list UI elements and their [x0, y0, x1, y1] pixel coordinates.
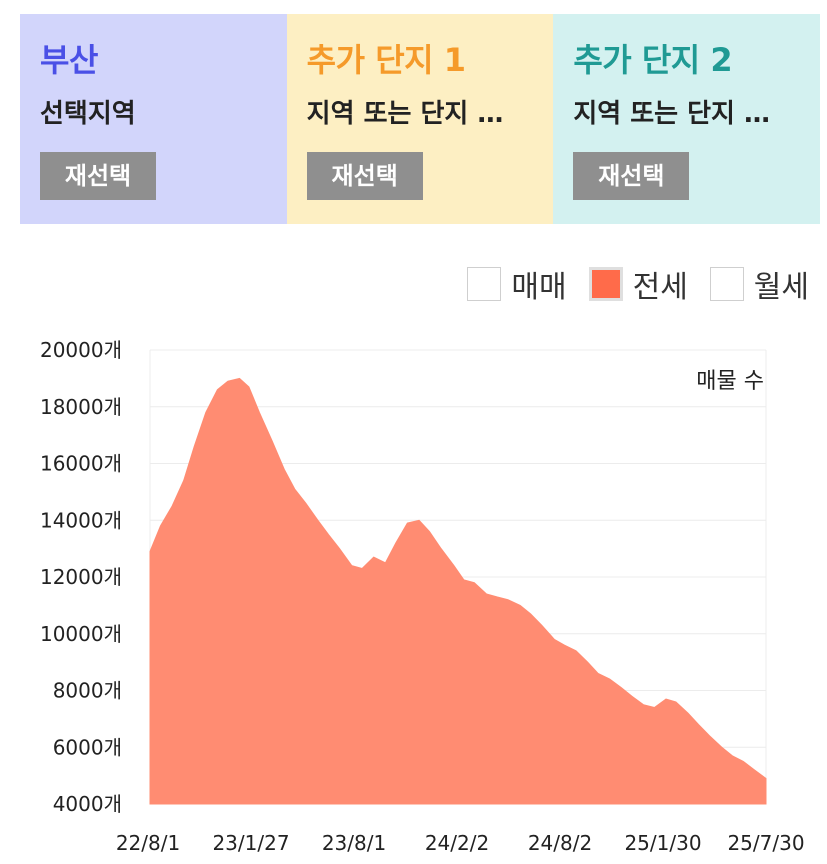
x-tick-label: 24/8/2	[528, 831, 592, 855]
chart-legend: 매매 전세 월세	[445, 262, 809, 306]
legend-label: 전세	[632, 270, 688, 305]
y-tick-label: 12000개	[40, 565, 122, 589]
jeonse-area-series	[149, 377, 767, 805]
y-axis: 4000개 6000개 8000개 10000개 12000개 14000개 16000개 1…	[40, 338, 122, 816]
x-tick-label: 22/8/1	[116, 831, 180, 855]
x-tick-label: 25/1/30	[624, 831, 701, 855]
card-extra-complex-2: 추가 단지 2 지역 또는 단지 … 재선택	[553, 14, 821, 224]
y-tick-label: 8000개	[53, 679, 122, 703]
legend-item-monthly[interactable]: 월세	[709, 262, 809, 306]
reselect-button[interactable]: 재선택	[306, 152, 423, 200]
legend-label: 매매	[511, 270, 567, 305]
reselect-button[interactable]: 재선택	[40, 152, 156, 200]
card-subtitle: 지역 또는 단지 …	[306, 99, 504, 129]
card-region: 부산 선택지역 재선택	[20, 14, 287, 224]
legend-checkbox[interactable]	[588, 267, 623, 301]
legend-item-jeonse[interactable]: 전세	[588, 262, 688, 306]
x-tick-label: 25/7/30	[727, 831, 804, 855]
listing-count-chart: 4000개 6000개 8000개 10000개 12000개 14000개 16000개 1…	[40, 338, 805, 855]
y-tick-label: 20000개	[40, 338, 122, 362]
x-tick-label: 23/1/27	[212, 831, 289, 855]
card-title: 부산	[40, 41, 98, 79]
card-subtitle: 선택지역	[40, 99, 136, 129]
y-tick-label: 14000개	[40, 508, 122, 532]
y-tick-label: 16000개	[40, 452, 122, 476]
legend-label: 월세	[753, 270, 809, 305]
card-subtitle: 지역 또는 단지 …	[573, 99, 771, 129]
x-tick-label: 24/2/2	[425, 831, 489, 855]
legend-item-sale[interactable]: 매매	[467, 262, 567, 306]
x-tick-label: 23/8/1	[322, 831, 386, 855]
comparison-cards: 부산 선택지역 재선택 추가 단지 1 지역 또는 단지 … 재선택 추가 단지…	[20, 14, 821, 224]
legend-checkbox[interactable]	[709, 267, 744, 301]
card-title: 추가 단지 2	[573, 41, 733, 79]
card-extra-complex-1: 추가 단지 1 지역 또는 단지 … 재선택	[286, 14, 554, 224]
x-axis: 22/8/1 23/1/27 23/8/1 24/2/2 24/8/2 25/1/30 25…	[116, 831, 805, 855]
chart-annotation: 매물 수	[696, 369, 764, 394]
y-tick-label: 4000개	[53, 792, 122, 816]
legend-checkbox[interactable]	[467, 267, 502, 301]
card-title: 추가 단지 1	[306, 41, 466, 79]
reselect-button[interactable]: 재선택	[573, 152, 690, 200]
y-tick-label: 10000개	[40, 622, 122, 646]
y-tick-label: 18000개	[40, 395, 122, 419]
y-tick-label: 6000개	[53, 735, 122, 759]
